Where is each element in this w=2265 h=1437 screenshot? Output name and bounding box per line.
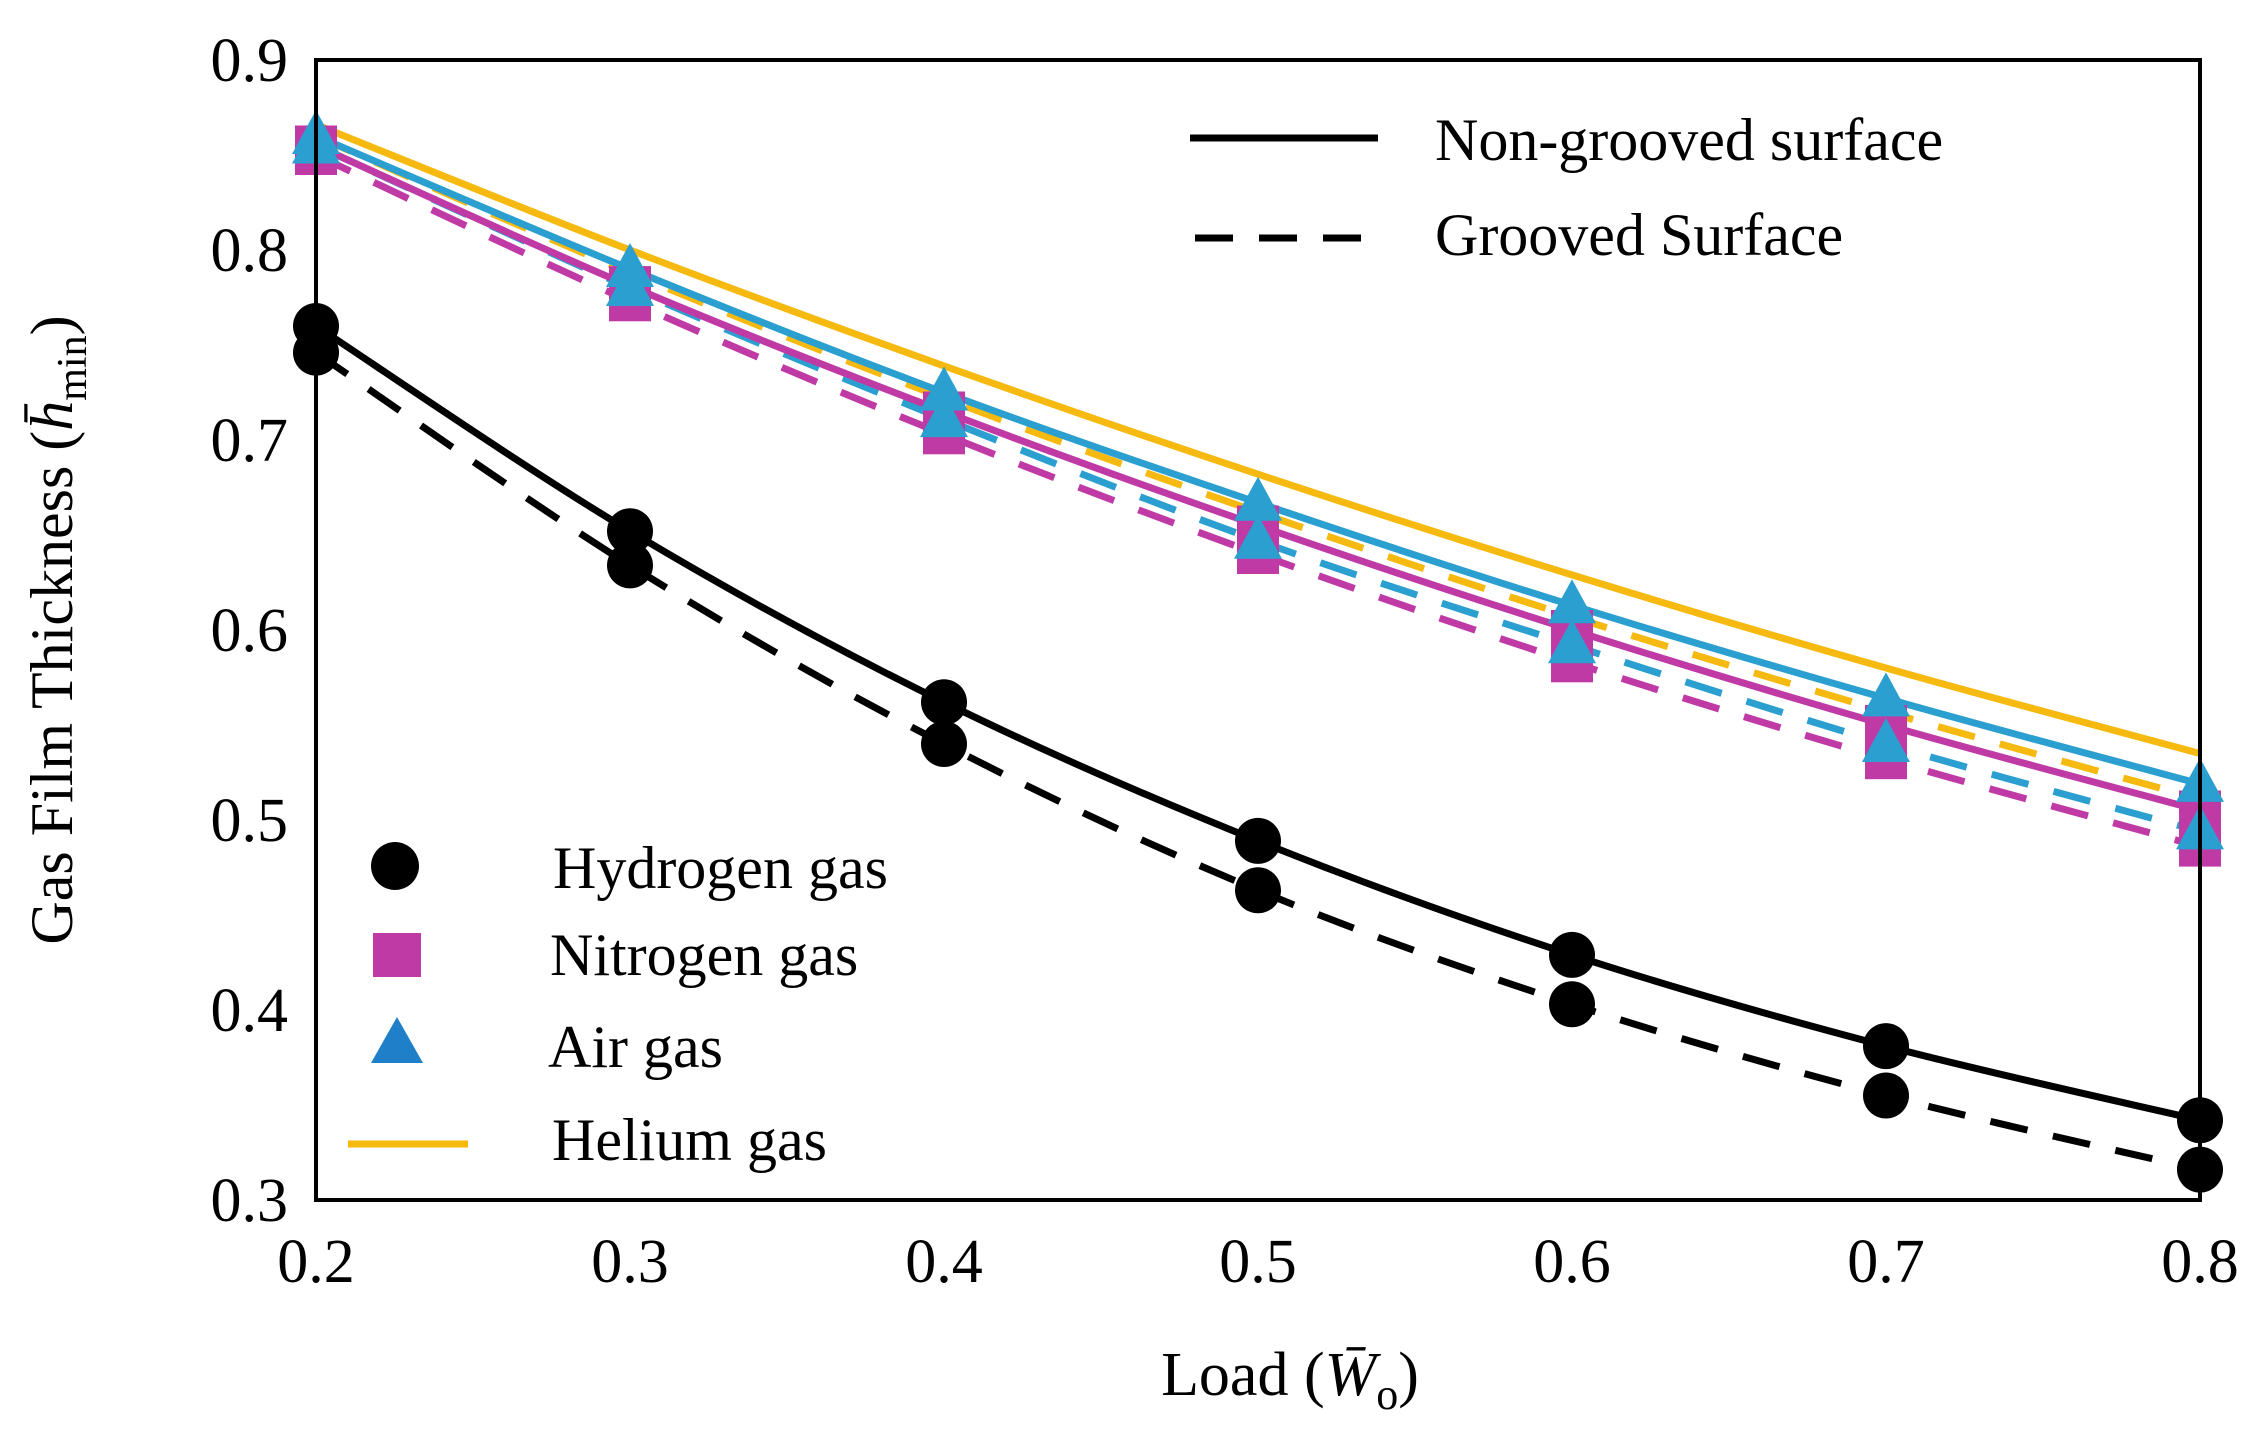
legend-nitrogen-marker — [373, 933, 421, 977]
x-tick-labels: 0.2 0.3 0.4 0.5 0.6 0.7 0.8 — [277, 1228, 2239, 1296]
y-tick-label: 0.3 — [211, 1167, 289, 1235]
data-point-air-gas-grooved — [1548, 619, 1596, 664]
data-point-hydrogen-gas-non-grooved — [607, 508, 653, 555]
y-tick-label: 0.9 — [211, 27, 289, 95]
data-point-hydrogen-gas-non-grooved — [1863, 1023, 1909, 1070]
data-point-air-gas-grooved — [920, 393, 968, 438]
data-point-air-gas-non-grooved — [1548, 579, 1596, 624]
y-tick-label: 0.4 — [211, 977, 289, 1045]
plot-frame — [314, 58, 2202, 1202]
x-tick-label: 0.2 — [277, 1228, 355, 1296]
data-point-hydrogen-gas-grooved — [1235, 867, 1281, 914]
x-axis-label: Load (W̄o) — [1161, 1341, 1419, 1419]
y-axis-label: Gas Film Thickness (h̄min) — [19, 315, 96, 944]
legend-hydrogen-marker — [371, 842, 419, 890]
data-point-air-gas-non-grooved — [1234, 476, 1282, 521]
data-point-hydrogen-gas-grooved — [921, 721, 967, 767]
legend-label-hydrogen: Hydrogen gas — [553, 835, 888, 901]
data-point-air-gas-non-grooved — [606, 243, 654, 287]
series-line-hydrogen-gas-non-grooved — [316, 323, 2200, 1124]
y-tick-label: 0.5 — [211, 787, 289, 855]
x-tick-label: 0.4 — [905, 1228, 983, 1296]
data-point-air-gas-grooved — [1862, 718, 1910, 762]
y-tick-label: 0.8 — [211, 217, 289, 285]
legend-label-non-grooved: Non-grooved surface — [1435, 107, 1943, 173]
x-tick-label: 0.8 — [2161, 1228, 2239, 1296]
legend-label-grooved: Grooved Surface — [1435, 202, 1843, 268]
series-line-air-gas-non-grooved — [316, 132, 2200, 788]
y-tick-label: 0.6 — [211, 597, 289, 665]
legend-label-helium: Helium gas — [552, 1107, 827, 1173]
series-layer — [316, 121, 2200, 1174]
series-line-helium-gas-non-grooved — [316, 121, 2200, 757]
data-point-hydrogen-gas-grooved — [1549, 981, 1595, 1028]
x-tick-label: 0.3 — [591, 1228, 669, 1296]
data-point-air-gas-non-grooved — [920, 366, 968, 411]
data-point-hydrogen-gas-non-grooved — [1549, 931, 1595, 978]
legend-air-marker — [371, 1017, 423, 1063]
x-tick-label: 0.6 — [1533, 1228, 1611, 1296]
x-tick-label: 0.7 — [1847, 1228, 1925, 1296]
x-tick-label: 0.5 — [1219, 1228, 1297, 1296]
legend-label-nitrogen: Nitrogen gas — [550, 922, 858, 988]
legend-label-air: Air gas — [548, 1014, 723, 1080]
data-point-hydrogen-gas-grooved — [607, 542, 653, 589]
data-point-hydrogen-gas-non-grooved — [1235, 817, 1281, 864]
legend-gases: Hydrogen gas Nitrogen gas Air gas Helium… — [348, 835, 888, 1173]
data-point-hydrogen-gas-grooved — [1863, 1072, 1909, 1119]
y-tick-labels: 0.3 0.4 0.5 0.6 0.7 0.8 0.9 — [211, 27, 289, 1235]
data-point-air-gas-non-grooved — [1862, 672, 1910, 717]
legend-surfaces: Non-grooved surface Grooved Surface — [1190, 107, 1943, 268]
data-point-hydrogen-gas-non-grooved — [921, 679, 967, 726]
y-tick-label: 0.7 — [211, 407, 289, 475]
data-point-air-gas-grooved — [1234, 514, 1282, 559]
